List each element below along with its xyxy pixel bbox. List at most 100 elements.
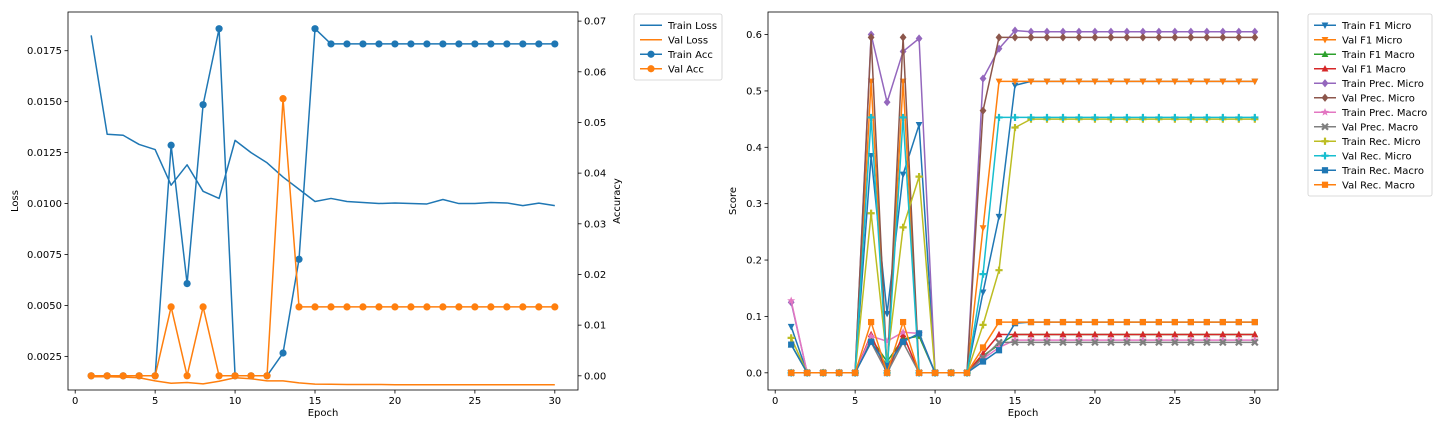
- data-point: [1107, 318, 1115, 326]
- data-point: [1219, 78, 1227, 86]
- y-tick-label: 0.0100: [27, 199, 62, 210]
- legend-label: Train F1 Macro: [1341, 50, 1415, 61]
- data-point: [1074, 335, 1083, 344]
- data-point: [1154, 335, 1163, 344]
- data-point: [1187, 338, 1195, 347]
- data-point: [1251, 33, 1259, 42]
- data-point: [1203, 318, 1210, 326]
- legend-label: Val F1 Micro: [1342, 35, 1402, 46]
- data-point: [1107, 338, 1115, 347]
- data-point: [899, 223, 907, 231]
- data-point: [1187, 33, 1195, 42]
- x-tick-label: 15: [1009, 396, 1022, 407]
- data-point: [1170, 335, 1179, 344]
- data-point: [979, 344, 987, 351]
- data-point: [1234, 335, 1243, 344]
- x-tick-label: 0: [772, 396, 778, 407]
- data-point: [995, 330, 1003, 338]
- legend-swatch-marker: [1321, 137, 1329, 145]
- data-point: [1043, 33, 1051, 42]
- data-point: [1171, 330, 1179, 338]
- data-point: [1219, 338, 1227, 347]
- data-point: [247, 372, 255, 380]
- y-right-tick-label: 0.05: [584, 118, 606, 129]
- data-point: [1123, 330, 1131, 338]
- y-axis-label: Score: [728, 187, 739, 215]
- series-line-val-loss: [91, 376, 555, 386]
- data-point: [1059, 318, 1067, 326]
- data-point: [535, 40, 543, 48]
- data-point: [899, 171, 907, 179]
- data-point: [503, 40, 511, 48]
- data-point: [1011, 335, 1019, 344]
- data-point: [979, 74, 987, 83]
- data-point: [852, 369, 859, 376]
- data-point: [439, 303, 447, 311]
- plot-frame: [767, 11, 1279, 391]
- series-line-val-f1-micro: [791, 80, 1255, 374]
- data-point: [1219, 113, 1227, 122]
- data-point: [868, 318, 875, 326]
- data-point: [1043, 78, 1051, 86]
- x-tick-label: 25: [469, 396, 482, 407]
- data-point: [1139, 113, 1147, 122]
- y-right-axis-label: Accuracy: [612, 178, 623, 224]
- data-point: [1027, 78, 1035, 86]
- data-point: [995, 347, 1003, 354]
- data-point: [1075, 113, 1083, 122]
- y-tick-label: 0.0175: [27, 46, 62, 57]
- y-tick-label: 0.6: [746, 30, 762, 41]
- data-point: [1107, 27, 1115, 36]
- data-point: [947, 369, 955, 376]
- data-point: [439, 40, 447, 48]
- data-point: [1042, 335, 1051, 344]
- data-point: [1043, 338, 1051, 347]
- data-point: [1123, 318, 1131, 326]
- data-point: [1186, 335, 1195, 344]
- data-point: [1202, 335, 1211, 344]
- legend-swatch-marker: [1321, 50, 1329, 57]
- data-point: [1251, 338, 1259, 347]
- legend-swatch-marker: [1321, 79, 1329, 88]
- data-point: [1059, 338, 1067, 347]
- data-point: [1187, 318, 1194, 326]
- data-point: [899, 338, 907, 345]
- data-point: [1155, 33, 1163, 42]
- legend: Train F1 Micro Val F1 Micro Train F1 Macro…: [1307, 13, 1433, 197]
- data-point: [1059, 330, 1067, 338]
- data-point: [1171, 318, 1178, 326]
- data-point: [1027, 335, 1035, 344]
- x-tick-label: 0: [72, 396, 78, 407]
- x-tick-label: 5: [852, 396, 858, 407]
- data-point: [1123, 113, 1131, 122]
- data-point: [375, 40, 383, 48]
- legend-label: Val F1 Macro: [1342, 64, 1406, 75]
- data-point: [1155, 78, 1163, 86]
- data-point: [1219, 330, 1227, 338]
- legend-label: Train Rec. Macro: [1341, 166, 1424, 177]
- data-point: [820, 369, 827, 376]
- data-point: [1219, 318, 1226, 326]
- data-point: [1187, 330, 1195, 338]
- data-point: [1155, 330, 1163, 338]
- data-point: [1155, 338, 1163, 347]
- data-point: [995, 343, 1004, 351]
- data-point: [423, 303, 431, 311]
- data-point: [359, 40, 367, 48]
- legend-label: Val Rec. Micro: [1342, 151, 1412, 162]
- data-point: [183, 279, 191, 288]
- data-point: [423, 40, 431, 48]
- x-tick-label: 20: [389, 396, 402, 407]
- y-right-tick-label: 0.06: [584, 67, 606, 78]
- legend-label: Train Prec. Macro: [1341, 108, 1427, 119]
- data-point: [103, 372, 111, 380]
- data-point: [1218, 335, 1227, 344]
- data-point: [167, 303, 175, 311]
- data-point: [215, 372, 223, 380]
- data-point: [1171, 338, 1179, 347]
- data-point: [1171, 33, 1179, 42]
- data-point: [1075, 338, 1083, 347]
- data-point: [327, 303, 335, 311]
- legend-label: Val Prec. Macro: [1342, 122, 1418, 133]
- data-point: [119, 372, 127, 380]
